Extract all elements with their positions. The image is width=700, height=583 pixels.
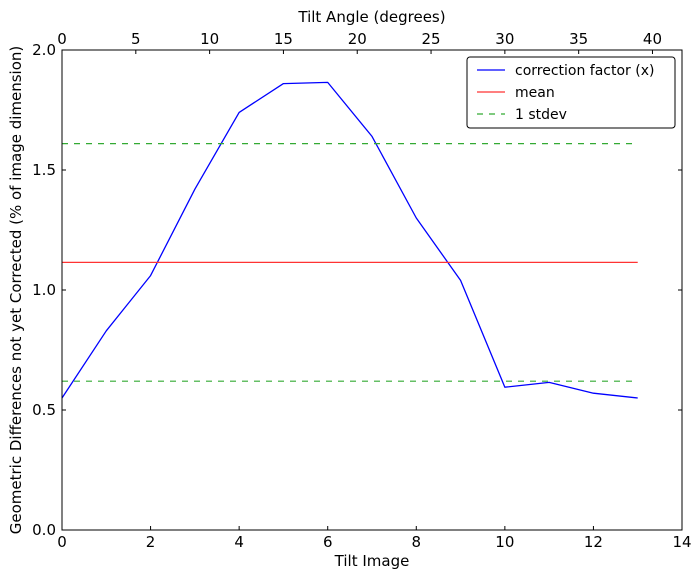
top-x-tick-label-0: 0 [57,30,67,48]
series-line-0 [61,81,638,399]
y-axis-title: Geometric Differences not yet Corrected … [7,46,25,535]
legend-box [466,56,676,129]
legend-label-correction-factor: correction factor (x) [515,63,654,79]
top-x-tick-label-5: 25 [422,30,441,48]
top-x-tick-label-2: 10 [200,30,219,48]
top-x-tick-label-3: 15 [274,30,293,48]
x-tick-label-4: 8 [412,533,422,551]
x-tick-label-7: 14 [672,533,691,551]
x-axis-title: Tilt Image [334,552,410,570]
x-tick-label-0: 0 [57,533,67,551]
legend: correction factor (x) mean 1 stdev [466,56,676,129]
x-tick-label-3: 6 [323,533,333,551]
top-x-tick-label-4: 20 [348,30,367,48]
top-x-tick-label-1: 5 [131,30,141,48]
top-x-tick-label-7: 35 [569,30,588,48]
legend-label-mean: mean [515,85,555,101]
plot-area [62,50,682,530]
top-x-axis-title: Tilt Angle (degrees) [297,8,445,26]
top-x-tick-label-6: 30 [495,30,514,48]
y-tick-label-2: 1.0 [32,281,56,299]
top-x-tick-label-8: 40 [643,30,662,48]
y-tick-label-0: 0.0 [32,521,56,539]
series-layer [61,81,638,399]
y-tick-label-3: 1.5 [32,161,56,179]
y-tick-label-4: 2.0 [32,41,56,59]
x-tick-label-1: 2 [146,533,156,551]
x-tick-label-5: 10 [495,533,514,551]
x-tick-label-2: 4 [234,533,244,551]
x-tick-label-6: 12 [584,533,603,551]
legend-label-1-stdev: 1 stdev [515,107,567,123]
ticks-layer: 0 2 4 6 8 10 12 14 0 5 10 15 20 25 30 35 40 0.0 0.5 1.0 1.5 2… [32,30,691,551]
y-tick-label-1: 0.5 [32,401,56,419]
